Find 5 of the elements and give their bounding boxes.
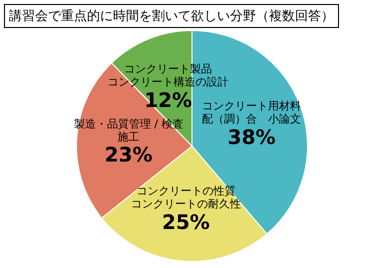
data-label: 12% [144, 88, 192, 112]
chart-title: 講習会で重点的に時間を割いて欲しい分野（複数回答） [4, 4, 339, 28]
data-label: 25% [162, 210, 210, 234]
data-label: 23% [104, 142, 153, 167]
data-label: 38% [228, 124, 276, 149]
